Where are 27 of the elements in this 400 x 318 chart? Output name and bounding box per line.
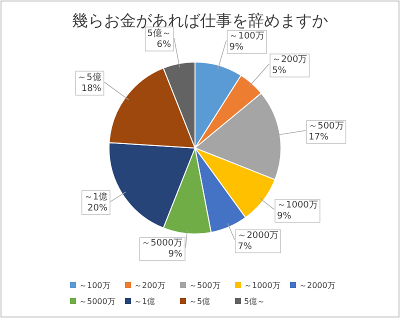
slice-label: ～1000万 <box>277 200 318 210</box>
data-label: 5% <box>272 66 287 76</box>
slice-label: ～200万 <box>272 54 308 65</box>
data-label: 6% <box>156 40 172 50</box>
legend-label: ～5000万 <box>79 297 116 306</box>
legend-label: ～5億 <box>189 297 210 306</box>
slice-label: 5億～ <box>147 28 172 39</box>
legend-label: 5億～ <box>244 297 266 306</box>
legend-label: ～100万 <box>79 281 110 290</box>
data-label: 9% <box>277 211 292 222</box>
data-label: 9% <box>229 42 244 52</box>
legend-label: ～1000万 <box>244 281 280 290</box>
slice-label: ～2000万 <box>238 230 279 241</box>
data-label: 20% <box>88 204 108 214</box>
data-label: 9% <box>168 250 184 260</box>
slice-label: ～5億 <box>78 72 102 84</box>
legend-label: ～2000万 <box>299 281 336 290</box>
data-label: 18% <box>81 84 102 94</box>
legend-label: ～1億 <box>134 297 156 306</box>
legend-label: ～200万 <box>134 281 166 290</box>
data-label: 17% <box>308 132 330 142</box>
data-label: 7% <box>238 242 252 252</box>
slice-label: ～5000万 <box>142 238 183 249</box>
slice-label: ～100万 <box>229 31 264 42</box>
slice-label: ～1億 <box>84 192 108 203</box>
slice-label: ～500万 <box>308 121 344 132</box>
legend-label: ～500万 <box>189 281 220 290</box>
